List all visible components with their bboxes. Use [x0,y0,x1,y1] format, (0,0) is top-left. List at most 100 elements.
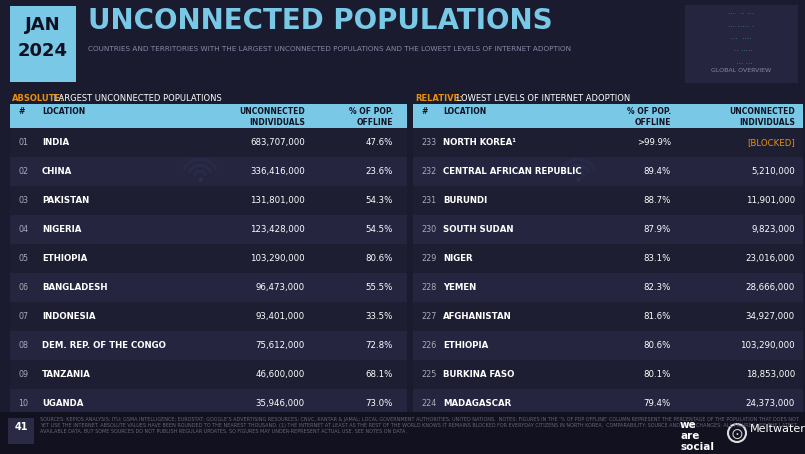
Text: UNCONNECTED POPULATIONS: UNCONNECTED POPULATIONS [88,7,552,35]
Text: ⊙: ⊙ [731,427,743,442]
Text: % OF POP.
OFFLINE: % OF POP. OFFLINE [349,107,393,127]
Text: 68.1%: 68.1% [365,370,393,379]
Text: TANZANIA: TANZANIA [42,370,91,379]
Text: Meltwater: Meltwater [750,424,805,434]
Bar [10,215,407,244]
Text: 10: 10 [18,399,28,408]
Text: #: # [18,107,24,116]
Bar [10,6,76,82]
Text: 04: 04 [18,225,28,234]
Text: #: # [421,107,427,116]
Text: 82.3%: 82.3% [644,283,671,292]
Text: 75,612,000: 75,612,000 [256,341,305,350]
Text: 103,290,000: 103,290,000 [250,254,305,263]
Text: 23,016,000: 23,016,000 [745,254,795,263]
Text: 229: 229 [421,254,436,263]
Text: 79.4%: 79.4% [644,399,671,408]
Text: 88.7%: 88.7% [644,196,671,205]
Text: NIGER: NIGER [443,254,473,263]
Text: 228: 228 [421,283,436,292]
Bar [413,157,803,186]
Text: COUNTRIES AND TERRITORIES WITH THE LARGEST UNCONNECTED POPULATIONS AND THE LOWES: COUNTRIES AND TERRITORIES WITH THE LARGE… [88,46,571,52]
Text: 24,373,000: 24,373,000 [745,399,795,408]
Text: 80.6%: 80.6% [365,254,393,263]
Text: 55.5%: 55.5% [365,283,393,292]
Bar [10,273,407,302]
Text: LOCATION: LOCATION [443,107,486,116]
Text: UNCONNECTED
INDIVIDUALS: UNCONNECTED INDIVIDUALS [729,107,795,127]
Bar [10,331,407,360]
Text: 123,428,000: 123,428,000 [250,225,305,234]
Text: JAN: JAN [25,16,61,34]
Text: 03: 03 [18,196,28,205]
Bar [10,360,407,389]
Text: 54.3%: 54.3% [365,196,393,205]
Text: ABSOLUTE:: ABSOLUTE: [12,94,64,103]
Text: SOUTH SUDAN: SOUTH SUDAN [443,225,514,234]
Bar [0,0,805,88]
Bar [10,157,407,186]
Text: 09: 09 [18,370,28,379]
Text: 34,927,000: 34,927,000 [746,312,795,321]
Text: 232: 232 [421,167,436,176]
Text: MADAGASCAR: MADAGASCAR [443,399,511,408]
Text: 2024: 2024 [18,42,68,60]
Text: [BLOCKED]: [BLOCKED] [747,138,795,147]
Text: BURUNDI: BURUNDI [443,196,487,205]
Text: LOWEST LEVELS OF INTERNET ADOPTION: LOWEST LEVELS OF INTERNET ADOPTION [454,94,630,103]
Text: 35,946,000: 35,946,000 [256,399,305,408]
Bar [10,244,407,273]
Text: 336,416,000: 336,416,000 [250,167,305,176]
Text: 93,401,000: 93,401,000 [256,312,305,321]
Text: 18,853,000: 18,853,000 [745,370,795,379]
Text: UNCONNECTED
INDIVIDUALS: UNCONNECTED INDIVIDUALS [239,107,305,127]
Bar [685,5,798,83]
Text: YEMEN: YEMEN [443,283,477,292]
Text: CENTRAL AFRICAN REPUBLIC: CENTRAL AFRICAN REPUBLIC [443,167,582,176]
Bar [413,186,803,215]
Text: >99.9%: >99.9% [637,138,671,147]
Text: 83.1%: 83.1% [644,254,671,263]
Text: 225: 225 [421,370,436,379]
Bar [413,244,803,273]
Bar [413,215,803,244]
Text: GLOBAL OVERVIEW: GLOBAL OVERVIEW [711,68,771,73]
Text: 23.6%: 23.6% [365,167,393,176]
Text: LARGEST UNCONNECTED POPULATIONS: LARGEST UNCONNECTED POPULATIONS [51,94,221,103]
Text: SOURCES: KEPIOS ANALYSIS; ITU; GSMA INTELLIGENCE; EUROSTAT; GOOGLE'S ADVERTISING: SOURCES: KEPIOS ANALYSIS; ITU; GSMA INTE… [40,417,799,434]
Text: PAKISTAN: PAKISTAN [42,196,89,205]
Text: BANGLADESH: BANGLADESH [42,283,108,292]
Text: ETHIOPIA: ETHIOPIA [42,254,87,263]
Text: 28,666,000: 28,666,000 [745,283,795,292]
Text: RELATIVE:: RELATIVE: [415,94,463,103]
Text: 06: 06 [18,283,28,292]
Text: CHINA: CHINA [42,167,72,176]
Text: 46,600,000: 46,600,000 [256,370,305,379]
Text: 07: 07 [18,312,28,321]
Text: 89.4%: 89.4% [644,167,671,176]
Bar [10,302,407,331]
Bar [413,389,803,418]
Text: 96,473,000: 96,473,000 [256,283,305,292]
Text: BURKINA FASO: BURKINA FASO [443,370,514,379]
Bar [413,104,803,128]
Text: we
are
social: we are social [680,420,714,452]
Text: 230: 230 [421,225,436,234]
Bar [413,360,803,389]
Text: 05: 05 [18,254,28,263]
Text: DEM. REP. OF THE CONGO: DEM. REP. OF THE CONGO [42,341,166,350]
Text: 80.1%: 80.1% [644,370,671,379]
Text: 01: 01 [18,138,28,147]
Bar [0,412,805,454]
Text: 87.9%: 87.9% [644,225,671,234]
Text: 103,290,000: 103,290,000 [741,341,795,350]
Text: NORTH KOREA¹: NORTH KOREA¹ [443,138,516,147]
Text: 72.8%: 72.8% [365,341,393,350]
Text: 81.6%: 81.6% [644,312,671,321]
Text: 131,801,000: 131,801,000 [250,196,305,205]
Text: 233: 233 [421,138,436,147]
Bar [413,273,803,302]
Bar [10,389,407,418]
Text: LOCATION: LOCATION [42,107,85,116]
Text: 41: 41 [14,422,27,432]
